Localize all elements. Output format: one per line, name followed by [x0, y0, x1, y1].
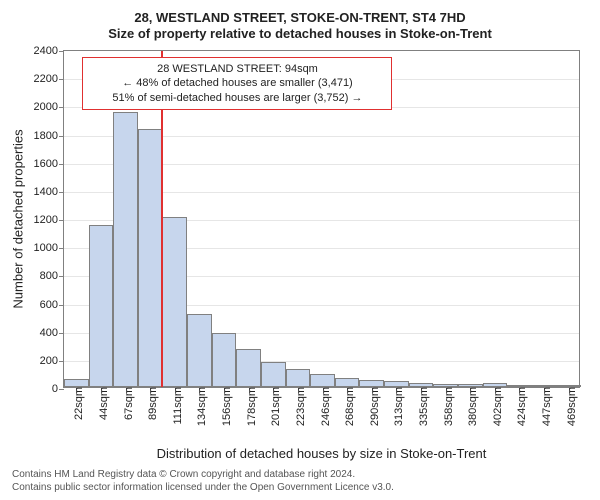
y-tick	[59, 220, 64, 221]
annotation-line2: ← 48% of detached houses are smaller (3,…	[89, 76, 385, 90]
y-tick-label: 1200	[34, 214, 58, 226]
x-tick-label: 156sqm	[215, 387, 233, 426]
footer: Contains HM Land Registry data © Crown c…	[12, 468, 588, 494]
x-tick-label: 290sqm	[363, 387, 381, 426]
y-tick	[59, 389, 64, 390]
chart-container: 28, WESTLAND STREET, STOKE-ON-TRENT, ST4…	[0, 0, 600, 500]
x-tick-label: 402sqm	[486, 387, 504, 426]
footer-line1: Contains HM Land Registry data © Crown c…	[12, 468, 588, 481]
y-tick	[59, 164, 64, 165]
y-tick-label: 800	[40, 270, 58, 282]
annotation-line1: 28 WESTLAND STREET: 94sqm	[89, 62, 385, 76]
histogram-bar	[162, 217, 187, 387]
histogram-bar	[64, 379, 89, 387]
x-axis-label: Distribution of detached houses by size …	[157, 446, 487, 461]
y-tick	[59, 361, 64, 362]
chart-title-line2: Size of property relative to detached ho…	[0, 26, 600, 42]
y-tick-label: 400	[40, 327, 58, 339]
x-tick-label: 469sqm	[560, 387, 578, 426]
y-tick	[59, 79, 64, 80]
x-tick-label: 246sqm	[314, 387, 332, 426]
x-tick-label: 22sqm	[67, 387, 85, 420]
y-tick-label: 1600	[34, 158, 58, 170]
y-tick	[59, 276, 64, 277]
x-tick-label: 201sqm	[264, 387, 282, 426]
y-tick-label: 2400	[34, 45, 58, 57]
histogram-bar	[187, 314, 212, 387]
x-tick-label: 178sqm	[240, 387, 258, 426]
y-tick	[59, 333, 64, 334]
histogram-bar	[236, 349, 261, 387]
x-tick-label: 134sqm	[190, 387, 208, 426]
x-tick-label: 89sqm	[141, 387, 159, 420]
y-tick-label: 2000	[34, 101, 58, 113]
x-tick-label: 44sqm	[92, 387, 110, 420]
histogram-bar	[335, 378, 360, 387]
footer-line2: Contains public sector information licen…	[12, 481, 588, 494]
plot-area: 0200400600800100012001400160018002000220…	[63, 50, 580, 388]
y-tick-label: 600	[40, 299, 58, 311]
y-tick-label: 0	[52, 383, 58, 395]
x-tick-label: 335sqm	[412, 387, 430, 426]
x-tick-label: 223sqm	[289, 387, 307, 426]
y-tick	[59, 136, 64, 137]
y-tick-label: 1400	[34, 186, 58, 198]
y-tick	[59, 192, 64, 193]
x-tick-label: 380sqm	[461, 387, 479, 426]
y-tick-label: 2200	[34, 73, 58, 85]
x-tick-label: 268sqm	[338, 387, 356, 426]
x-tick-label: 111sqm	[166, 387, 184, 425]
histogram-bar	[359, 380, 384, 387]
histogram-bar	[310, 374, 335, 387]
histogram-bar	[261, 362, 286, 387]
y-tick-label: 200	[40, 355, 58, 367]
histogram-bar	[89, 225, 114, 387]
histogram-bar	[113, 112, 138, 387]
x-tick-label: 424sqm	[510, 387, 528, 426]
histogram-bar	[286, 369, 311, 387]
y-tick	[59, 248, 64, 249]
y-tick	[59, 51, 64, 52]
x-tick-label: 447sqm	[535, 387, 553, 426]
histogram-bar	[138, 129, 163, 387]
y-tick-label: 1000	[34, 242, 58, 254]
y-axis-label: Number of detached properties	[11, 129, 26, 308]
x-tick-label: 358sqm	[437, 387, 455, 426]
annotation-box: 28 WESTLAND STREET: 94sqm← 48% of detach…	[82, 57, 392, 110]
annotation-line3: 51% of semi-detached houses are larger (…	[89, 91, 385, 105]
y-tick-label: 1800	[34, 130, 58, 142]
y-tick	[59, 305, 64, 306]
x-tick-label: 313sqm	[387, 387, 405, 426]
y-tick	[59, 107, 64, 108]
x-tick-label: 67sqm	[117, 387, 135, 420]
chart-title-line1: 28, WESTLAND STREET, STOKE-ON-TRENT, ST4…	[0, 0, 600, 26]
histogram-bar	[212, 333, 237, 387]
